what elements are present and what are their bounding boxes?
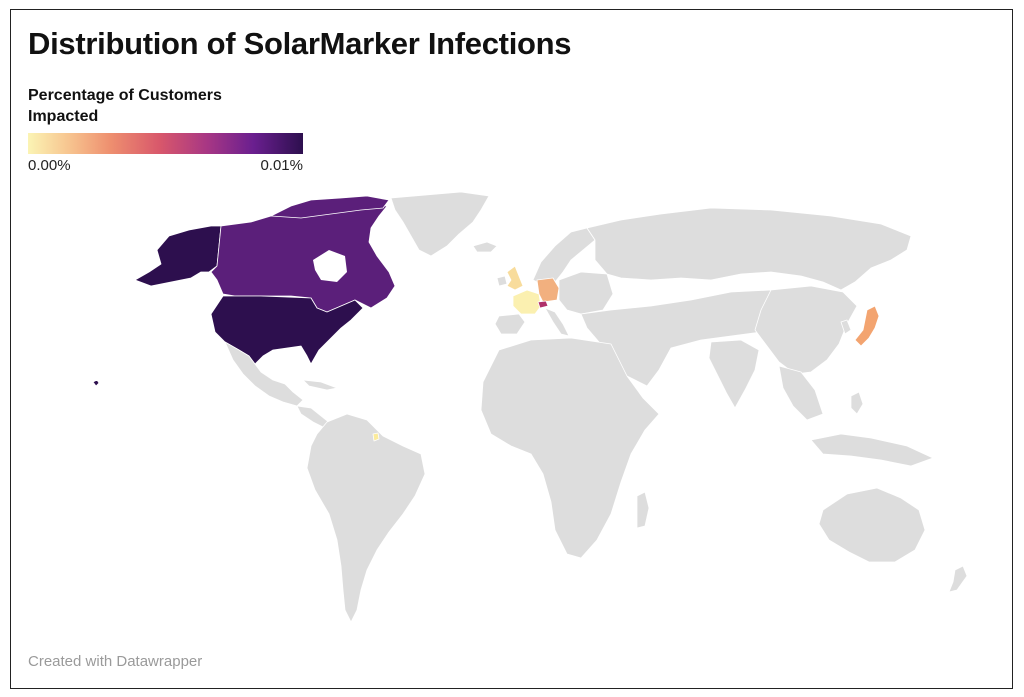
hudson-bay <box>313 250 347 282</box>
region-south-america[interactable] <box>306 413 426 623</box>
country-korea[interactable] <box>840 319 852 335</box>
country-canada-islands[interactable] <box>270 195 390 219</box>
region-africa[interactable] <box>480 337 660 559</box>
country-australia[interactable] <box>818 487 926 563</box>
country-philippines[interactable] <box>850 391 864 415</box>
legend-max-label: 0.01% <box>260 157 303 174</box>
chart-frame: Distribution of SolarMarker Infections P… <box>10 9 1013 689</box>
country-united-states-hawaii[interactable] <box>92 379 100 387</box>
region-southeast-asia[interactable] <box>778 365 824 421</box>
region-iberia[interactable] <box>494 313 526 335</box>
legend: Percentage of Customers Impacted 0.00% 0… <box>28 85 303 175</box>
legend-title: Percentage of Customers Impacted <box>28 87 222 125</box>
world-map <box>92 191 968 623</box>
region-eastern-europe[interactable] <box>558 271 614 315</box>
region-indonesia[interactable] <box>810 433 934 467</box>
country-new-zealand[interactable] <box>948 565 968 593</box>
country-france[interactable] <box>512 289 542 315</box>
country-switzerland[interactable] <box>537 300 549 309</box>
region-east-asia[interactable] <box>754 285 858 375</box>
country-iceland[interactable] <box>472 241 498 253</box>
country-italy[interactable] <box>544 307 570 337</box>
country-ireland[interactable] <box>496 275 508 287</box>
region-caribbean[interactable] <box>302 379 338 391</box>
country-greenland[interactable] <box>390 191 490 257</box>
country-mexico[interactable] <box>224 341 304 407</box>
legend-labels: 0.00% 0.01% <box>28 157 303 175</box>
country-madagascar[interactable] <box>636 491 650 529</box>
legend-color-bar <box>28 133 303 154</box>
chart-title: Distribution of SolarMarker Infections <box>28 26 572 61</box>
footer-credit: Created with Datawrapper <box>28 653 203 670</box>
country-french-guiana[interactable] <box>372 432 380 442</box>
country-united-states-alaska[interactable] <box>134 225 222 287</box>
country-united-kingdom[interactable] <box>506 265 524 291</box>
region-south-asia[interactable] <box>708 339 760 409</box>
country-germany[interactable] <box>536 277 560 303</box>
country-russia[interactable] <box>586 207 912 291</box>
legend-min-label: 0.00% <box>28 157 71 174</box>
country-japan[interactable] <box>854 305 880 347</box>
